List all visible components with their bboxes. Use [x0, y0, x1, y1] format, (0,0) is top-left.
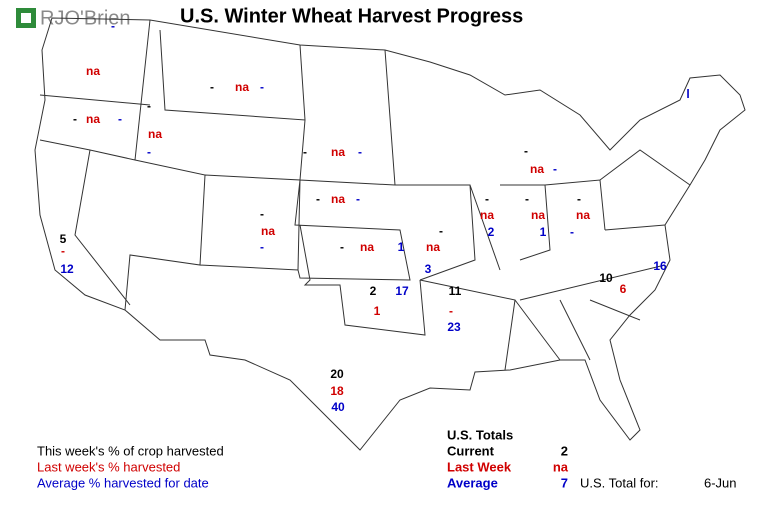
- state-last-week: na: [530, 162, 544, 176]
- state-last-week: na: [331, 145, 345, 159]
- state-current: -: [303, 145, 307, 159]
- legend-current: This week's % of crop harvested: [37, 443, 224, 458]
- state-current: -: [210, 80, 214, 94]
- state-last-week: na: [360, 240, 374, 254]
- totals-last-week: na: [553, 459, 569, 474]
- state-current: -: [485, 192, 489, 206]
- totals-average: 7: [561, 475, 568, 490]
- state-last-week: na: [426, 240, 440, 254]
- state-last-week: na: [148, 127, 162, 141]
- state-average: -: [260, 80, 264, 94]
- state-average: -: [570, 225, 574, 239]
- state-current: -: [524, 144, 528, 158]
- state-current: -: [316, 192, 320, 206]
- state-last-week: na: [86, 112, 100, 126]
- state-last-week: na: [576, 208, 590, 222]
- totals-average-label: Average: [447, 475, 498, 490]
- state-last-week: -: [61, 244, 65, 258]
- state-average: -: [118, 112, 122, 126]
- state-current: 2: [370, 284, 377, 298]
- legend-last-week: Last week's % harvested: [37, 459, 180, 474]
- state-last-week: na: [261, 224, 275, 238]
- state-current: -: [260, 207, 264, 221]
- state-current: 11: [449, 284, 462, 298]
- state-average: -: [111, 19, 115, 33]
- totals-date: 6-Jun: [704, 475, 737, 490]
- state-average: l: [686, 87, 689, 101]
- state-average: -: [358, 145, 362, 159]
- state-current: -: [147, 99, 151, 113]
- state-average: 16: [653, 259, 667, 273]
- state-last-week: -: [449, 304, 453, 318]
- state-last-week: 6: [620, 282, 627, 296]
- totals-last-week-label: Last Week: [447, 459, 512, 474]
- state-average: 1: [540, 225, 547, 239]
- state-current: -: [340, 240, 344, 254]
- state-current: -: [525, 192, 529, 206]
- totals-current: 2: [561, 443, 568, 458]
- state-last-week: na: [235, 80, 249, 94]
- state-current: -: [577, 192, 581, 206]
- totals-title: U.S. Totals: [447, 427, 513, 442]
- state-last-week: na: [531, 208, 545, 222]
- state-average: -: [553, 162, 557, 176]
- state-last-week: na: [86, 64, 100, 78]
- state-average: -: [147, 145, 151, 159]
- logo-icon-inner: [21, 13, 31, 23]
- state-last-week: 1: [374, 304, 381, 318]
- state-current: 10: [599, 271, 613, 285]
- state-average: -: [356, 192, 360, 206]
- state-last-week: na: [480, 208, 494, 222]
- state-current: 20: [330, 367, 344, 381]
- state-average: 23: [447, 320, 461, 334]
- state-average: 12: [60, 262, 74, 276]
- state-current: -: [439, 224, 443, 238]
- state-average: 17: [395, 284, 409, 298]
- state-last-week: 18: [330, 384, 344, 398]
- totals-date-label: U.S. Total for:: [580, 475, 659, 490]
- state-average: 3: [425, 262, 432, 276]
- state-average: -: [260, 240, 264, 254]
- title: U.S. Winter Wheat Harvest Progress: [180, 5, 523, 27]
- state-current: 5: [60, 232, 67, 246]
- state-average: 1: [398, 240, 405, 254]
- state-current: -: [73, 112, 77, 126]
- totals-current-label: Current: [447, 443, 495, 458]
- state-average: 2: [488, 225, 495, 239]
- legend-average: Average % harvested for date: [37, 475, 209, 490]
- us-map: [34, 17, 746, 451]
- state-last-week: na: [331, 192, 345, 206]
- state-average: 40: [331, 400, 345, 414]
